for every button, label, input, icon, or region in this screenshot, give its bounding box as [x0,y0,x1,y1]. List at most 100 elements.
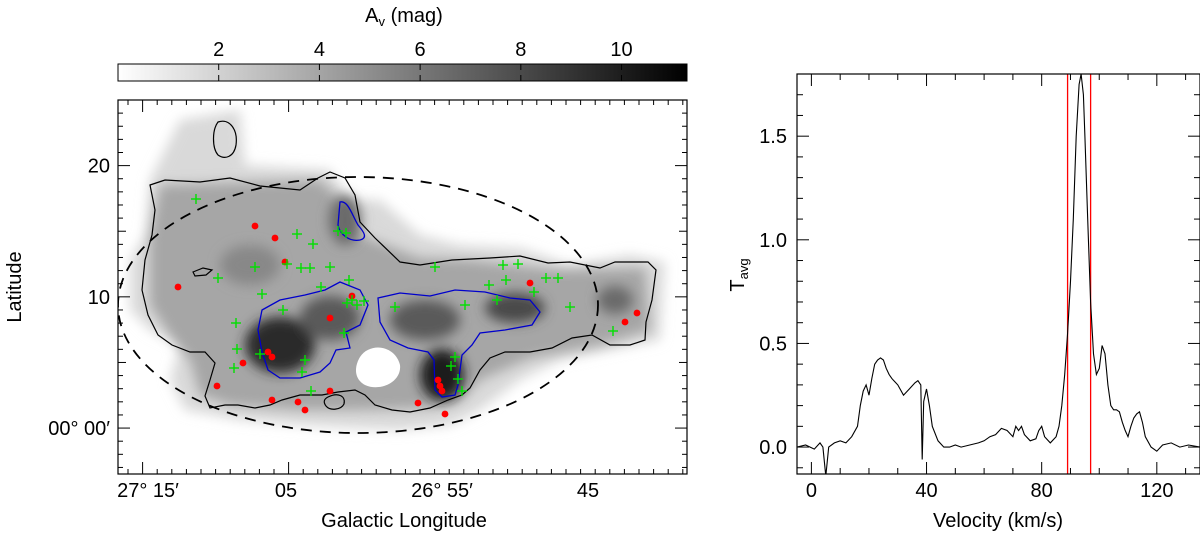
map-x-tick-label: 05 [275,480,297,502]
green-cross [296,263,306,273]
green-cross [297,367,307,377]
green-cross [453,374,463,384]
red-dot [441,410,449,418]
dashed-ellipse [118,176,599,434]
map-y-tick-label: 10 [88,287,110,309]
spectrum-y-tick-label: 1.0 [759,230,787,252]
spectrum-y-tick-label: 0.0 [759,437,787,459]
colorbar-gradient [117,63,688,82]
colorbar: Av (mag) 2 4 6 8 10 [117,5,688,82]
red-dot [301,406,309,414]
red-dot [326,314,334,322]
green-cross [450,352,460,362]
green-cross [213,273,223,283]
colorbar-title: Av (mag) [365,5,443,29]
green-cross [300,355,310,365]
green-cross [430,262,440,272]
red-dot [434,376,442,384]
green-cross [608,326,618,336]
red-dot [271,234,279,242]
map-x-tick-label: 45 [577,480,599,502]
red-dot [239,359,247,367]
green-cross [359,296,369,306]
extinction-map [118,110,665,434]
map-y-origin-label: 00° 00′ [48,418,110,440]
colorbar-ticks: 2 4 6 8 10 [213,39,633,81]
green-cross [529,287,539,297]
blue-contours [257,201,541,398]
red-dot [268,353,276,361]
green-cross [333,226,343,236]
red-dot [268,396,276,404]
green-cross [341,228,351,238]
green-cross [553,273,563,283]
red-dot [633,309,641,317]
green-cross [390,302,400,312]
spectrum-x-tick-label: 0 [806,480,817,502]
map-x-tick-label: 26° 55′ [411,480,473,502]
velocity-range-lines [1066,74,1092,474]
green-cross [492,295,502,305]
spectrum-x-axis-title: Velocity (km/s) [933,510,1063,532]
green-cross [292,229,302,239]
green-cross [501,275,511,285]
green-cross [446,361,456,371]
green-cross [347,295,357,305]
green-cross [484,280,494,290]
map-y-axis-title: Latitude [4,251,26,322]
red-dot [213,382,221,390]
red-dot [251,222,259,230]
spectrum-y-tick-label: 1.5 [759,126,787,148]
green-cross-markers [191,194,618,396]
green-cross [498,260,508,270]
colorbar-tick-label: 4 [314,39,325,61]
green-cross [191,194,201,204]
green-cross [316,282,326,292]
map-x-axis-title: Galactic Longitude [321,510,487,532]
spectrum-x-tick-label: 80 [1031,480,1053,502]
green-cross [325,262,335,272]
green-cross [229,363,239,373]
green-cross [306,386,316,396]
green-cross [231,318,241,328]
red-dot [326,387,334,395]
spectrum-axes: 0 40 80 120 0.0 0.5 1.0 1.5 [759,74,1200,502]
map-y-tick-label: 20 [88,156,110,178]
green-cross [257,289,267,299]
spectrum-x-tick-label: 120 [1140,480,1173,502]
cloud-mid-emission [150,180,650,410]
green-cross [305,263,315,273]
red-dot [174,283,182,291]
extinction-map-panel: Av (mag) 2 4 6 8 10 [4,5,688,532]
green-cross [541,273,551,283]
green-cross [308,239,318,249]
colorbar-tick-label: 6 [415,39,426,61]
spectrum-y-axis-title: Tavg [727,258,751,291]
black-contours [141,120,657,413]
green-cross [513,259,523,269]
green-cross [339,328,349,338]
green-cross [344,275,354,285]
red-dot-markers [174,222,641,418]
red-dot [438,387,446,395]
spectrum-panel: 0 40 80 120 0.0 0.5 1.0 1.5 Velocity (km/s) Tav… [727,73,1200,532]
spectrum-x-tick-label: 40 [915,480,937,502]
map-x-tick-label: 27° 15′ [117,480,179,502]
red-dot [526,279,534,287]
map-axes: 10 20 00° 00′ 27° 15′ 05 26° 55′ 45 [48,99,687,502]
spectrum-frame [796,73,1200,475]
green-cross [352,300,362,310]
map-frame [117,99,688,475]
red-dot [264,348,272,356]
colorbar-tick-label: 8 [515,39,526,61]
green-cross [457,386,467,396]
green-cross [232,344,242,354]
green-cross [278,305,288,315]
red-dot [621,318,629,326]
green-cross [565,302,575,312]
colorbar-tick-label: 10 [610,39,632,61]
red-dot [414,399,422,407]
colorbar-tick-label: 2 [213,39,224,61]
green-cross [255,349,265,359]
spectrum-y-tick-label: 0.5 [759,333,787,355]
